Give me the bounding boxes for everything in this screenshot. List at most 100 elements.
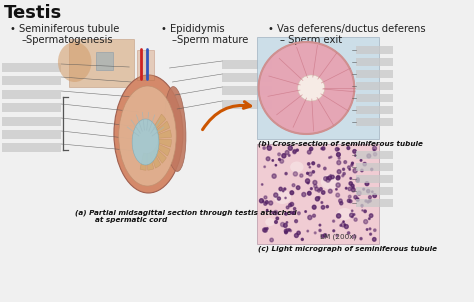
Circle shape — [308, 215, 312, 220]
Circle shape — [327, 177, 328, 179]
Bar — [2, 63, 61, 72]
Circle shape — [347, 166, 350, 169]
Circle shape — [310, 188, 312, 190]
Circle shape — [313, 181, 317, 185]
Polygon shape — [140, 153, 146, 170]
Circle shape — [280, 159, 283, 163]
Circle shape — [355, 155, 356, 156]
Circle shape — [353, 235, 356, 238]
Text: • Seminiferous tubule: • Seminiferous tubule — [9, 24, 119, 34]
Text: • Epididymis: • Epididymis — [161, 24, 225, 34]
Circle shape — [338, 157, 340, 159]
Circle shape — [344, 161, 346, 163]
Circle shape — [293, 172, 297, 176]
Circle shape — [310, 147, 313, 151]
Circle shape — [351, 188, 355, 192]
Circle shape — [360, 238, 362, 240]
Circle shape — [350, 178, 352, 179]
Circle shape — [313, 214, 315, 217]
Circle shape — [373, 194, 376, 198]
Circle shape — [347, 146, 350, 149]
Circle shape — [356, 179, 359, 182]
Circle shape — [289, 204, 292, 207]
Circle shape — [263, 201, 264, 202]
Circle shape — [354, 195, 357, 199]
Circle shape — [318, 190, 320, 192]
Circle shape — [285, 213, 287, 215]
Bar — [69, 39, 134, 87]
Circle shape — [333, 230, 335, 232]
Circle shape — [336, 183, 340, 187]
Circle shape — [276, 217, 279, 220]
Circle shape — [283, 223, 287, 227]
Text: • Vas deferens/ductus deferens: • Vas deferens/ductus deferens — [268, 24, 426, 34]
Circle shape — [308, 191, 311, 195]
Circle shape — [340, 224, 342, 226]
Circle shape — [351, 164, 353, 166]
Ellipse shape — [118, 86, 176, 186]
Circle shape — [264, 228, 267, 232]
Ellipse shape — [298, 75, 325, 101]
Circle shape — [349, 182, 352, 185]
Ellipse shape — [132, 119, 159, 165]
Circle shape — [365, 182, 369, 185]
Circle shape — [288, 229, 291, 231]
Ellipse shape — [337, 208, 352, 220]
Bar — [356, 175, 392, 183]
Circle shape — [279, 159, 281, 160]
Circle shape — [337, 170, 341, 174]
Circle shape — [293, 150, 296, 154]
Circle shape — [352, 162, 354, 164]
Circle shape — [367, 154, 371, 158]
Polygon shape — [154, 114, 166, 130]
Circle shape — [336, 234, 338, 236]
Polygon shape — [157, 139, 172, 147]
Circle shape — [308, 163, 310, 165]
Circle shape — [293, 207, 296, 210]
Circle shape — [267, 146, 272, 150]
Circle shape — [274, 220, 277, 223]
Circle shape — [305, 211, 306, 212]
Circle shape — [263, 228, 266, 232]
Circle shape — [354, 218, 357, 221]
Circle shape — [336, 188, 337, 190]
Circle shape — [364, 220, 368, 224]
Circle shape — [353, 149, 356, 153]
Circle shape — [264, 202, 267, 205]
Circle shape — [326, 178, 330, 182]
Circle shape — [274, 193, 278, 197]
Circle shape — [342, 175, 344, 177]
Circle shape — [321, 191, 325, 194]
Bar — [2, 143, 61, 152]
Circle shape — [307, 172, 309, 174]
Circle shape — [350, 213, 354, 217]
Circle shape — [369, 214, 373, 217]
Circle shape — [315, 197, 319, 201]
Circle shape — [262, 184, 263, 185]
Circle shape — [328, 176, 331, 180]
Bar — [222, 100, 272, 109]
Circle shape — [336, 147, 339, 151]
Bar — [2, 76, 61, 85]
Circle shape — [266, 210, 268, 211]
Circle shape — [367, 189, 370, 193]
Bar — [137, 50, 154, 80]
Polygon shape — [156, 121, 170, 134]
Circle shape — [296, 186, 300, 190]
Circle shape — [312, 162, 315, 165]
Circle shape — [336, 176, 340, 180]
Circle shape — [312, 205, 316, 209]
Polygon shape — [157, 130, 172, 138]
Circle shape — [371, 168, 373, 170]
Circle shape — [362, 210, 363, 211]
Circle shape — [337, 153, 340, 156]
Circle shape — [284, 231, 287, 234]
Circle shape — [297, 231, 300, 235]
Circle shape — [284, 188, 286, 190]
Bar — [356, 70, 392, 78]
Circle shape — [348, 195, 351, 198]
Circle shape — [286, 229, 289, 232]
Circle shape — [337, 214, 341, 218]
Circle shape — [285, 172, 287, 175]
Circle shape — [293, 211, 295, 213]
